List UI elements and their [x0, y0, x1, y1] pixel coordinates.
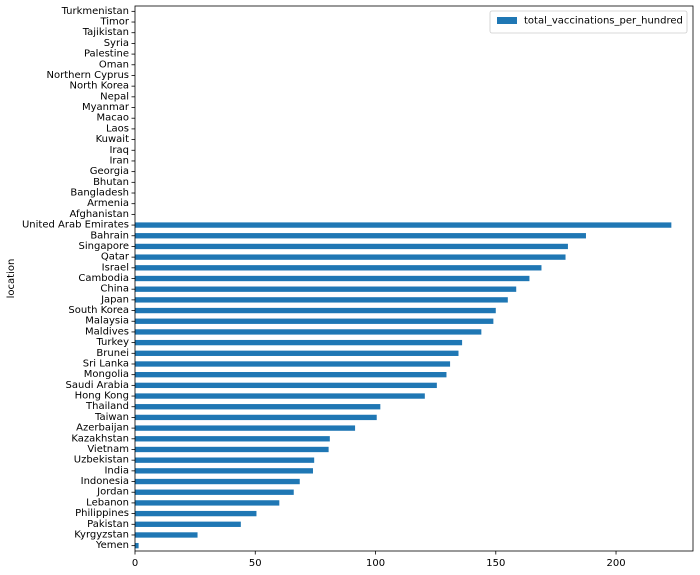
y-tick-label: Bahrain [90, 230, 129, 241]
y-tick-labels: TurkmenistanTimorTajikistanSyriaPalestin… [22, 6, 135, 551]
bar [135, 468, 313, 474]
x-tick-label: 50 [249, 558, 262, 569]
y-tick-label: Iran [109, 155, 129, 166]
x-ticks: 0 50 100 150 200 [132, 551, 626, 569]
bars-group [135, 222, 672, 549]
bar [135, 436, 330, 442]
x-tick-label: 0 [132, 558, 138, 569]
y-tick-label: Syria [104, 38, 129, 49]
y-tick-label: Northern Cyprus [47, 70, 129, 81]
y-tick-label: Tajikistan [82, 27, 129, 38]
y-tick-label: Lebanon [86, 497, 129, 508]
y-tick-label: Yemen [95, 540, 129, 551]
y-tick-label: Hong Kong [75, 391, 129, 402]
y-tick-label: China [100, 284, 129, 295]
y-tick-label: Uzbekistan [74, 455, 129, 466]
y-tick-label: Georgia [90, 166, 129, 177]
y-tick-label: Brunei [96, 348, 129, 359]
y-tick-label: Turkey [95, 337, 129, 348]
bar [135, 222, 672, 228]
plot-frame [134, 5, 694, 552]
y-tick-label: Mongolia [84, 369, 129, 380]
bar [135, 243, 568, 250]
y-tick-label: Iraq [109, 145, 129, 156]
bar [135, 275, 530, 282]
legend-box [489, 10, 688, 34]
bar [135, 532, 198, 538]
bar [135, 372, 447, 378]
y-tick-label: Cambodia [78, 273, 129, 284]
bar [135, 318, 494, 324]
y-tick-label: Azerbaijan [76, 423, 129, 434]
y-tick-label: Israel [102, 262, 129, 273]
y-tick-label: Malaysia [85, 316, 129, 327]
bar [135, 350, 459, 356]
y-tick-label: Turkmenistan [61, 6, 129, 17]
y-tick-label: Oman [99, 59, 129, 70]
bar [135, 489, 294, 495]
y-tick-label: Indonesia [81, 476, 129, 487]
bar [135, 265, 542, 271]
legend-label: total_vaccinations_per_hundred [524, 16, 683, 27]
y-tick-label: Qatar [101, 252, 130, 263]
y-tick-label: Armenia [87, 198, 129, 209]
y-tick-label: South Korea [68, 305, 129, 316]
x-tick-label: 100 [366, 558, 385, 569]
y-tick-label: Macao [97, 113, 130, 124]
x-tick-label: 200 [606, 558, 625, 569]
y-tick-label: Vietnam [87, 444, 129, 455]
bar [135, 297, 508, 303]
y-tick-label: Laos [106, 123, 129, 134]
y-tick-label: North Korea [70, 81, 130, 92]
y-tick-label: Thailand [85, 401, 129, 412]
y-tick-label: Jordan [96, 487, 129, 498]
y-tick-label: Sri Lanka [83, 358, 129, 369]
y-tick-label: Timor [99, 17, 129, 28]
y-tick-label: Singapore [79, 241, 129, 252]
bar [135, 404, 381, 410]
y-tick-label: Bangladesh [70, 188, 129, 199]
bar [135, 510, 257, 517]
y-tick-label: Palestine [84, 49, 129, 60]
bar [135, 233, 586, 239]
x-tick-label: 150 [486, 558, 505, 569]
y-tick-label: Philippines [75, 508, 129, 519]
y-tick-label: Nepal [100, 91, 129, 102]
y-tick-label: Taiwan [94, 412, 129, 423]
y-tick-label: Pakistan [87, 519, 129, 530]
y-tick-label: Bhutan [93, 177, 129, 188]
bar [135, 425, 356, 431]
bar [135, 414, 377, 421]
y-axis-label: location [6, 259, 17, 299]
y-tick-label: Afghanistan [69, 209, 129, 220]
y-tick-label: Japan [100, 294, 129, 305]
y-tick-label: Myanmar [82, 102, 130, 113]
y-tick-label: Kyrgyzstan [74, 529, 129, 540]
bar [135, 446, 329, 453]
y-tick-label: Kuwait [96, 134, 129, 145]
bar [135, 457, 315, 463]
legend: total_vaccinations_per_hundred [489, 10, 688, 34]
y-tick-label: Maldives [85, 326, 129, 337]
bar [135, 339, 463, 346]
y-tick-label: India [104, 465, 129, 476]
y-tick-label: United Arab Emirates [22, 220, 129, 231]
bar [135, 254, 566, 260]
bar [135, 478, 300, 485]
y-tick-label: Kazakhstan [71, 433, 129, 444]
bar [135, 286, 517, 292]
bar [135, 329, 482, 335]
y-tick-label: Saudi Arabia [66, 380, 129, 391]
bar [135, 393, 425, 399]
bar [135, 382, 437, 389]
legend-swatch [497, 17, 517, 24]
bar [135, 361, 451, 367]
bar [135, 521, 241, 527]
bar [135, 307, 496, 314]
bar [135, 542, 139, 549]
bar [135, 500, 280, 506]
